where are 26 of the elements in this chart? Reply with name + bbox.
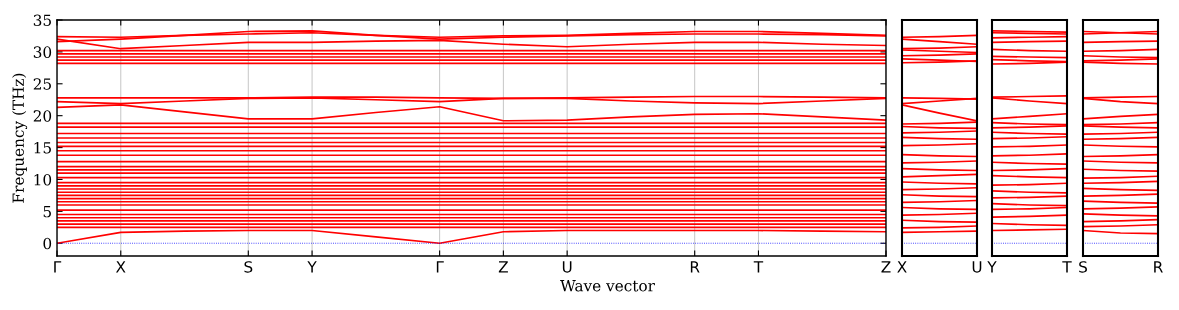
y-tick-label: 15 [34, 142, 51, 154]
y-tick-label: 35 [33, 14, 51, 27]
x-tick-label: S [1079, 261, 1087, 273]
x-tick-label: T [753, 261, 764, 273]
x-tick-label: T [1062, 261, 1072, 273]
x-tick-label: Z [498, 261, 508, 273]
y-tick-label: 20 [33, 110, 52, 122]
x-tick-label: R [690, 261, 700, 273]
x-tick-label: Z [881, 261, 891, 273]
x-axis-title: Wave vector [560, 280, 655, 292]
x-tick-label: S [244, 261, 253, 273]
x-tick-label: X [897, 261, 907, 273]
x-tick-label: R [1154, 261, 1163, 273]
y-tick-label: 25 [33, 78, 51, 90]
x-tick-label: Y [987, 261, 997, 273]
x-tick-label: Γ [436, 261, 444, 273]
y-tick-label: 10 [34, 173, 52, 186]
x-tick-label: U [972, 261, 982, 273]
y-tick-label: 30 [33, 46, 52, 58]
x-tick-label: U [562, 261, 572, 273]
y-tick-label: 0 [43, 237, 52, 250]
x-tick-label: Γ [54, 261, 62, 273]
x-tick-label: Y [307, 261, 317, 273]
x-tick-label: X [115, 261, 126, 273]
y-axis-title: Frequency (THz) [12, 73, 28, 203]
y-tick-label: 5 [43, 206, 51, 218]
